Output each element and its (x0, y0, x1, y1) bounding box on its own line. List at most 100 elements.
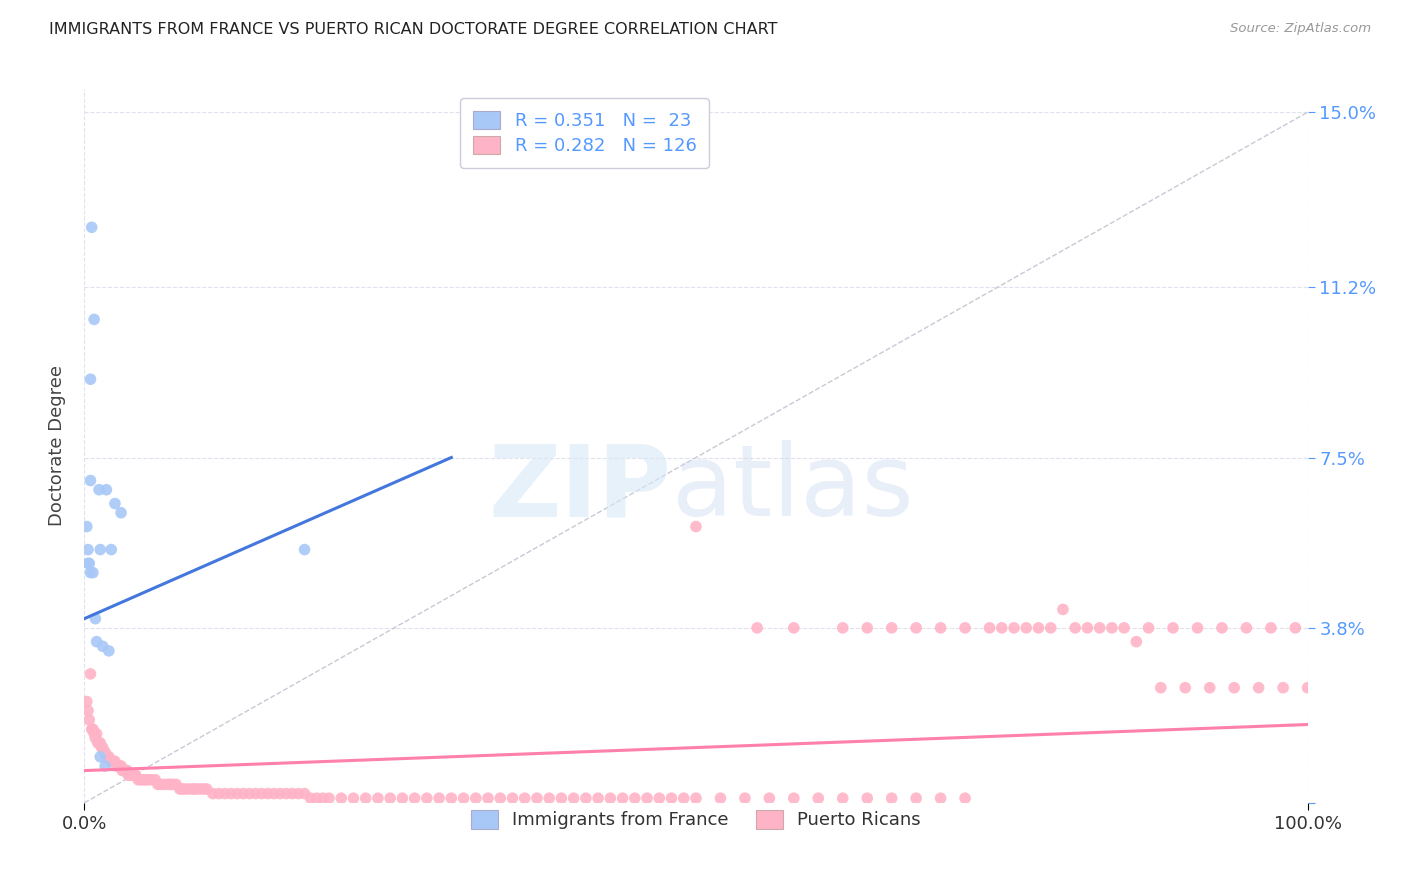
Y-axis label: Doctorate Degree: Doctorate Degree (48, 366, 66, 526)
Point (550, 791, 572, 805)
Point (172, 782, 194, 797)
Point (82, 566, 104, 580)
Point (734, 791, 756, 805)
Point (318, 791, 340, 805)
Point (219, 787, 242, 801)
Point (190, 782, 212, 797)
Point (94, 745, 117, 759)
Point (1064, 621, 1087, 635)
Point (783, 621, 806, 635)
Point (440, 791, 463, 805)
Point (1247, 681, 1270, 695)
Point (117, 768, 139, 782)
Point (1296, 681, 1319, 695)
Point (1137, 621, 1160, 635)
Point (427, 791, 450, 805)
Point (80, 220, 103, 235)
Point (149, 777, 172, 791)
Point (831, 791, 853, 805)
Point (305, 791, 328, 805)
Point (89, 542, 111, 557)
Point (905, 791, 928, 805)
Point (880, 791, 903, 805)
Point (464, 791, 486, 805)
Point (747, 621, 769, 635)
Point (807, 791, 830, 805)
Point (416, 791, 439, 805)
Point (162, 777, 184, 791)
Point (685, 791, 707, 805)
Point (238, 787, 260, 801)
Point (294, 787, 316, 801)
Point (1028, 621, 1050, 635)
Point (1211, 621, 1233, 635)
Point (107, 759, 129, 773)
Point (758, 791, 780, 805)
Point (636, 791, 658, 805)
Text: Source: ZipAtlas.com: Source: ZipAtlas.com (1230, 22, 1371, 36)
Point (612, 791, 634, 805)
Point (380, 791, 402, 805)
Point (526, 791, 548, 805)
Point (86, 727, 108, 741)
Point (586, 791, 609, 805)
Point (143, 772, 166, 787)
Point (263, 787, 285, 801)
Point (97, 644, 120, 658)
Point (114, 764, 136, 778)
Point (245, 787, 267, 801)
Point (104, 755, 127, 769)
Point (89, 749, 111, 764)
Point (991, 621, 1014, 635)
Point (391, 791, 413, 805)
Point (141, 772, 163, 787)
Point (562, 791, 585, 805)
Point (1236, 621, 1258, 635)
Point (146, 777, 169, 791)
Point (1052, 602, 1074, 616)
Point (91, 640, 114, 654)
Point (312, 791, 335, 805)
Point (599, 791, 621, 805)
Point (79, 566, 101, 580)
Point (783, 791, 806, 805)
Point (294, 542, 316, 557)
Point (1076, 621, 1098, 635)
Point (905, 621, 928, 635)
Point (1174, 681, 1197, 695)
Point (129, 772, 152, 787)
Point (250, 787, 273, 801)
Point (127, 772, 149, 787)
Point (226, 787, 249, 801)
Point (153, 777, 176, 791)
Point (169, 782, 191, 797)
Point (90, 740, 112, 755)
Point (195, 782, 218, 797)
Point (100, 542, 122, 557)
Point (404, 791, 426, 805)
Point (624, 791, 647, 805)
Legend: Immigrants from France, Puerto Ricans: Immigrants from France, Puerto Ricans (464, 803, 928, 837)
Point (104, 497, 127, 511)
Point (367, 791, 389, 805)
Point (979, 621, 1001, 635)
Point (97, 749, 120, 764)
Point (1101, 621, 1123, 635)
Point (648, 791, 671, 805)
Point (1015, 621, 1038, 635)
Point (269, 787, 291, 801)
Point (181, 782, 204, 797)
Point (105, 759, 128, 773)
Point (538, 791, 561, 805)
Point (120, 768, 142, 782)
Point (477, 791, 499, 805)
Point (118, 768, 141, 782)
Point (86, 634, 108, 648)
Point (136, 772, 159, 787)
Text: IMMIGRANTS FROM FRANCE VS PUERTO RICAN DOCTORATE DEGREE CORRELATION CHART: IMMIGRANTS FROM FRANCE VS PUERTO RICAN D… (49, 22, 778, 37)
Point (103, 755, 125, 769)
Point (1088, 621, 1111, 635)
Point (96, 483, 118, 497)
Point (354, 791, 377, 805)
Point (502, 791, 524, 805)
